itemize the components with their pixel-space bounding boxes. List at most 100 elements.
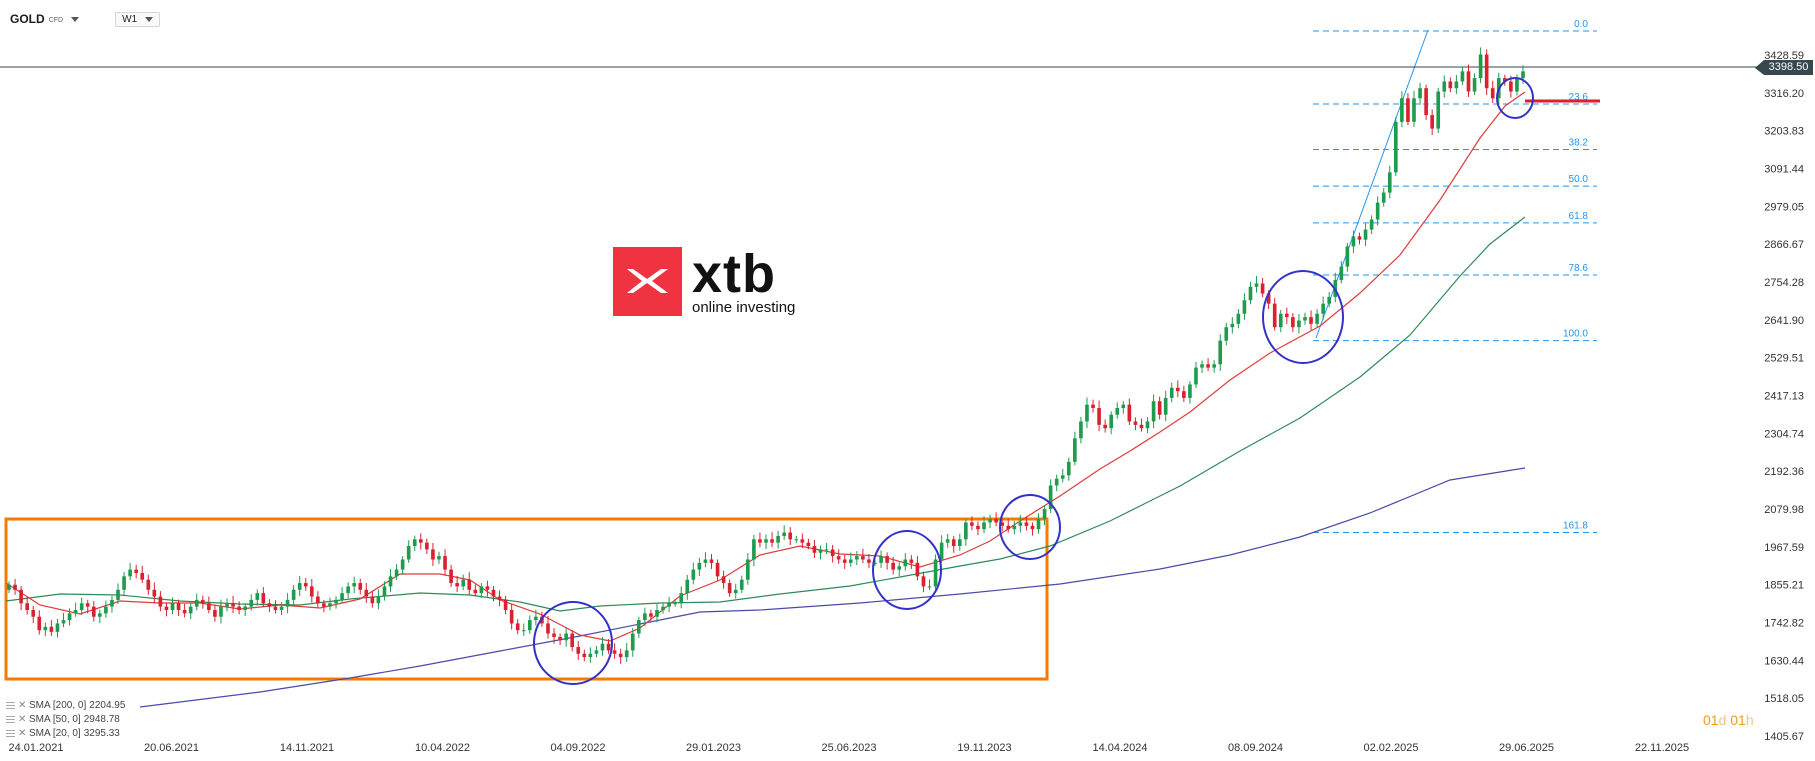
annotation-circle (1496, 77, 1534, 119)
price-tick: 2417.13 (1764, 391, 1804, 403)
price-tick: 1855.21 (1764, 580, 1804, 592)
candle-body (1484, 54, 1489, 89)
candle-body (285, 599, 290, 607)
candle-body (1103, 424, 1107, 429)
symbol-type: CFD (48, 17, 64, 24)
candle-body (364, 589, 369, 597)
candle-body (158, 596, 163, 607)
indicator-row[interactable]: ✕ SMA [20, 0] 3295.33 (6, 727, 125, 741)
candle-body (982, 522, 986, 530)
candle-body (1430, 115, 1434, 129)
candle-body (927, 586, 932, 588)
candle-body (1254, 283, 1259, 287)
candle-body (503, 599, 508, 610)
candle-body (1097, 407, 1101, 425)
indicator-row[interactable]: ✕ SMA [200, 0] 2204.95 (6, 699, 125, 713)
timeframe-selector[interactable]: W1 (115, 11, 161, 27)
fibonacci-trend-line (1315, 29, 1429, 339)
candle-body (176, 603, 181, 610)
close-icon[interactable]: ✕ (18, 728, 27, 739)
menu-icon[interactable] (6, 702, 15, 710)
candle-body (1309, 317, 1313, 324)
xtb-logo-mark-icon (613, 247, 682, 316)
candle-body (1466, 71, 1471, 92)
time-tick: 14.04.2024 (1092, 742, 1147, 754)
candle-body (273, 606, 278, 610)
candle-body (37, 616, 42, 631)
candle-body (1321, 303, 1325, 314)
candle-body (122, 576, 126, 590)
candle-body (988, 519, 992, 523)
candle-body (976, 525, 980, 530)
candle-body (1006, 525, 1011, 530)
price-tick: 3203.83 (1764, 126, 1804, 138)
candle-body (715, 562, 720, 577)
candle-body (467, 579, 472, 590)
candle-body (818, 549, 823, 553)
indicator-row[interactable]: ✕ SMA [50, 0] 2948.78 (6, 713, 125, 727)
price-tick: 1742.82 (1764, 618, 1804, 630)
time-axis[interactable]: 24.01.2021 20.06.2021 14.11.2021 10.04.2022… (8, 742, 1689, 754)
candle-body (1073, 438, 1077, 462)
candle-body (655, 609, 659, 617)
candle-body (867, 559, 871, 563)
candle-body (1115, 407, 1120, 415)
candle-body (1079, 421, 1083, 439)
candle-body (1363, 229, 1368, 240)
close-icon[interactable]: ✕ (18, 714, 27, 725)
candle-body (231, 603, 235, 607)
candle-body (1351, 236, 1356, 247)
candle-body (146, 579, 151, 590)
symbol-name: GOLD (10, 12, 45, 26)
candle-body (85, 603, 90, 607)
candle-body (1066, 461, 1071, 476)
candle-body (1000, 522, 1005, 526)
candle-body (237, 606, 241, 610)
price-tick: 3316.20 (1764, 88, 1804, 100)
annotation-circles (533, 77, 1534, 685)
menu-icon[interactable] (6, 716, 15, 724)
candle-body (1345, 246, 1350, 267)
candle-body (1048, 485, 1053, 509)
candle-body (455, 583, 459, 587)
chevron-down-icon (145, 16, 154, 22)
candle-body (255, 593, 260, 600)
price-tick: 2866.67 (1764, 239, 1804, 251)
candle-body (79, 603, 84, 610)
indicator-label: SMA [200, 0] (29, 700, 87, 711)
candle-body (667, 603, 671, 607)
close-icon[interactable]: ✕ (18, 700, 27, 711)
symbol-selector[interactable]: GOLD CFD (4, 10, 85, 28)
price-tick: 2304.74 (1764, 428, 1804, 440)
indicator-label: SMA [20, 0] (29, 728, 81, 739)
candle-body (497, 596, 502, 600)
candle-body (316, 596, 320, 604)
candle-body (1278, 313, 1283, 328)
candle-body (509, 609, 514, 624)
candle-body (921, 576, 926, 587)
time-tick: 10.04.2022 (415, 742, 470, 754)
candle-body (794, 539, 799, 541)
candle-body (618, 653, 623, 658)
candle-body (1503, 78, 1507, 82)
candle-body (431, 549, 435, 560)
price-axis[interactable]: 3428.59 3316.20 3203.83 3091.44 2979.05 2866.… (1764, 50, 1804, 743)
candle-body (733, 589, 738, 594)
menu-icon[interactable] (6, 730, 15, 738)
candle-body (1442, 81, 1447, 92)
candle-body (673, 603, 677, 605)
candle-body (630, 633, 635, 651)
candle-body (1182, 391, 1186, 398)
annotation-circle (999, 494, 1061, 560)
candle-body (219, 606, 223, 617)
xtb-logo: xtb online investing (613, 247, 795, 316)
candle-body (521, 630, 526, 632)
candle-body (443, 556, 447, 570)
indicator-label: SMA [50, 0] (29, 714, 81, 725)
candle-body (612, 650, 617, 654)
candle-body (1024, 522, 1029, 526)
candle-body (461, 579, 466, 587)
candle-body (170, 603, 175, 610)
price-tick: 2079.98 (1764, 504, 1804, 516)
